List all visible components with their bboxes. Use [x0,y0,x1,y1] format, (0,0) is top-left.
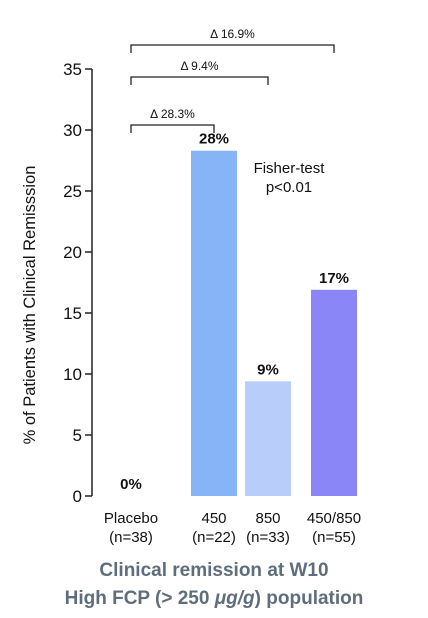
y-tick-label-10: 10 [63,365,82,384]
bracket-0 [130,124,215,133]
x-category-1: 450 [201,510,226,527]
data-label-1: 28% [199,131,229,148]
data-label-3: 17% [319,270,349,287]
bracket-label-2: Δ 16.9% [210,27,255,41]
x-category-n-1: (n=22) [192,529,236,546]
bar-2 [245,381,291,496]
y-tick-label-30: 30 [63,121,82,140]
caption-line-2: High FCP (> 250 μg/g) population [0,588,428,610]
y-tick-label-25: 25 [63,182,82,201]
comparison-brackets: Δ 28.3% Δ 9.4% Δ 16.9% [130,27,335,133]
x-category-n-3: (n=55) [312,529,356,546]
x-category-n-2: (n=33) [246,529,290,546]
x-category-0: Placebo [104,510,158,527]
y-tick-label-35: 35 [63,60,82,79]
bracket-label-0: Δ 28.3% [150,107,195,121]
caption-line-2-suffix: ) population [254,588,364,609]
x-category-n-0: (n=38) [109,529,153,546]
y-tick-label-5: 5 [73,426,82,445]
y-axis-title: % of Patients with Clinical Remisssion [21,166,39,445]
bar-3 [311,289,357,496]
caption-line-1: Clinical remission at W10 [99,560,329,581]
bracket-label-1: Δ 9.4% [180,59,218,73]
data-label-2: 9% [257,361,279,378]
x-axis-categories: Placebo (n=38) 450 (n=22) 850 (n=33) 450/850 (n… [104,510,361,546]
x-category-3: 450/850 [307,510,361,527]
fisher-test-label: Fisher-test [254,160,326,177]
data-labels: 0% 28% 9% 17% [120,131,349,493]
bracket-1 [130,76,269,85]
caption-unit: μg/g [214,588,255,609]
caption-line-2-prefix: High FCP (> 250 [64,588,215,609]
y-tick-label-0: 0 [73,487,82,506]
x-category-2: 850 [255,510,280,527]
y-axis: 0 5 10 15 20 25 30 35 [63,60,93,506]
bar-1 [191,150,237,497]
bracket-2 [130,44,335,53]
p-value-label: p<0.01 [266,179,312,196]
y-tick-label-20: 20 [63,243,82,262]
bars [191,150,357,497]
data-label-0: 0% [120,476,142,493]
y-tick-label-15: 15 [63,304,82,323]
